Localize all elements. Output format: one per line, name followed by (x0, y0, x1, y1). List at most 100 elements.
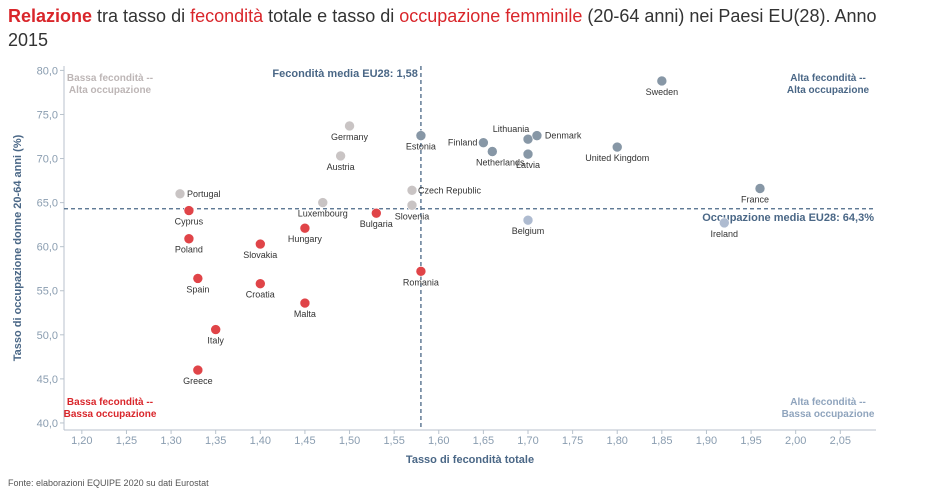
point-denmark (531, 130, 543, 141)
point-czech-republic (406, 184, 418, 196)
title-part-2: tra tasso di (92, 6, 191, 26)
y-tick-label: 75,0 (37, 109, 58, 121)
point-label-malta: Malta (294, 309, 316, 319)
point-france (754, 183, 766, 194)
point-austria (335, 150, 346, 162)
point-label-romania: Romania (403, 277, 439, 287)
x-tick-label: 1,95 (740, 435, 761, 447)
y-axis-title: Tasso di occupazione donne 20-64 anni (%… (12, 134, 24, 361)
title-part-relazione: Relazione (8, 6, 93, 26)
source-note: Fonte: elaborazioni EQUIPE 2020 su dati … (8, 478, 209, 488)
quadrant-label-top-right-line-2: Alta occupazione (787, 85, 870, 96)
x-tick-label: 1,30 (160, 435, 181, 447)
x-axis-title: Tasso di fecondità totale (406, 454, 534, 466)
points-group: Sweden Lithuania Denmark Estonia Finland Neth… (174, 75, 769, 386)
reference-lines-group: Fecondità media EU28: 1,58 Occupazione me… (64, 66, 876, 430)
point-label-netherlands: Netherlands (476, 157, 525, 167)
quadrant-label-top-right-line-1: Alta fecondità -- (790, 73, 866, 84)
point-label-belgium: Belgium (512, 226, 545, 236)
point-label-croatia: Croatia (246, 290, 275, 300)
point-netherlands (487, 146, 498, 157)
point-label-bulgaria: Bulgaria (360, 219, 393, 229)
point-cyprus (183, 205, 195, 216)
title-part-occupazione: occupazione femminile (399, 6, 583, 26)
y-tick-label: 80,0 (37, 65, 58, 77)
point-ireland (719, 217, 730, 229)
point-united-kingdom (611, 141, 623, 153)
point-greece (192, 364, 204, 376)
point-label-estonia: Estonia (406, 142, 436, 152)
x-tick-label: 1,60 (428, 435, 449, 447)
x-tick-label: 1,65 (473, 435, 494, 447)
x-tick-label: 1,75 (562, 435, 583, 447)
x-tick-label: 1,25 (116, 435, 137, 447)
x-tick-label: 1,35 (205, 435, 226, 447)
title-part-fecondita: fecondità (190, 6, 264, 26)
point-sweden (656, 75, 668, 87)
point-label-poland: Poland (175, 245, 203, 255)
x-tick-label: 1,80 (607, 435, 628, 447)
x-tick-label: 2,05 (830, 435, 851, 447)
point-label-czech-republic: Czech Republic (418, 185, 482, 195)
y-tick-label: 70,0 (37, 154, 58, 166)
x-tick-label: 1,55 (383, 435, 404, 447)
point-estonia (415, 130, 427, 141)
point-label-italy: Italy (207, 336, 224, 346)
quadrant-label-bottom-right-line-2: Bassa occupazione (782, 409, 875, 420)
point-label-lithuania: Lithuania (493, 124, 530, 134)
x-tick-label: 1,70 (517, 435, 538, 447)
point-hungary (299, 222, 311, 234)
point-croatia (255, 278, 266, 289)
y-tick-label: 65,0 (37, 198, 58, 210)
quadrant-label-bottom-left-line-1: Bassa fecondità -- (67, 397, 153, 408)
point-label-finland: Finland (448, 138, 478, 148)
point-label-slovenia: Slovenia (395, 211, 430, 221)
point-label-cyprus: Cyprus (175, 217, 204, 227)
quadrant-label-bottom-left-line-2: Bassa occupazione (64, 409, 157, 420)
quadrant-label-top-left-line-2: Alta occupazione (69, 85, 152, 96)
quadrant-label-bottom-right-line-1: Alta fecondità -- (790, 397, 866, 408)
point-label-denmark: Denmark (545, 131, 582, 141)
point-label-latvia: Latvia (516, 160, 540, 170)
title-part-4: totale e tasso di (263, 6, 400, 26)
fertility-mean-label: Fecondità media EU28: 1,58 (272, 68, 418, 80)
point-label-spain: Spain (186, 284, 209, 294)
point-italy (210, 324, 221, 335)
x-tick-label: 1,90 (696, 435, 717, 447)
chart-title: Relazione tra tasso di fecondità totale … (8, 4, 908, 52)
y-tick-label: 60,0 (37, 242, 58, 254)
point-label-luxembourg: Luxembourg (298, 209, 348, 219)
point-luxembourg (317, 197, 329, 208)
y-tick-label: 55,0 (37, 286, 58, 298)
point-spain (192, 273, 204, 284)
point-romania (415, 266, 427, 277)
point-slovenia (406, 199, 418, 211)
point-belgium (522, 214, 534, 226)
point-portugal (174, 188, 186, 200)
x-tick-label: 1,45 (294, 435, 315, 447)
point-label-austria: Austria (327, 162, 355, 172)
point-germany (344, 120, 355, 132)
point-label-ireland: Ireland (711, 229, 739, 239)
x-tick-label: 1,40 (250, 435, 271, 447)
point-label-france: France (741, 195, 769, 205)
point-label-greece: Greece (183, 376, 213, 386)
axes-group: 1,20 1,25 1,30 1,35 1,40 1,45 1,50 1,55 1,60 1,65… (12, 65, 876, 466)
point-label-portugal: Portugal (187, 189, 221, 199)
y-tick-label: 40,0 (37, 418, 58, 430)
quadrant-label-top-left-line-1: Bassa fecondità -- (67, 73, 153, 84)
point-latvia (522, 148, 534, 160)
point-lithuania (522, 133, 534, 145)
point-label-united-kingdom: United Kingdom (585, 153, 649, 163)
point-malta (299, 297, 311, 309)
x-tick-label: 1,85 (651, 435, 672, 447)
title-part-6: (20-64 anni) nei Paesi EU(28). Anno 2015 (8, 6, 877, 50)
point-label-slovakia: Slovakia (243, 250, 277, 260)
point-finland (478, 137, 489, 148)
scatter-chart: 1,20 1,25 1,30 1,35 1,40 1,45 1,50 1,55 1,60 1,65… (12, 65, 876, 466)
y-tick-label: 45,0 (37, 374, 58, 386)
y-tick-label: 50,0 (37, 330, 58, 342)
x-tick-label: 2,00 (785, 435, 806, 447)
point-label-sweden: Sweden (646, 87, 679, 97)
